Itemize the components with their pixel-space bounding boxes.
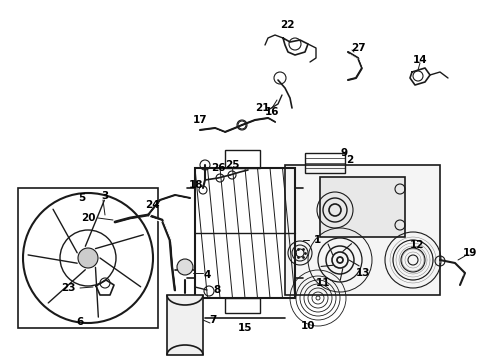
Text: 21: 21 xyxy=(255,103,269,113)
Text: 3: 3 xyxy=(101,191,109,201)
Text: 19: 19 xyxy=(463,248,477,258)
Bar xyxy=(18,188,158,328)
Bar xyxy=(320,177,405,237)
Text: 22: 22 xyxy=(280,20,294,30)
Bar xyxy=(285,165,440,295)
Text: 1: 1 xyxy=(314,234,320,244)
Text: 14: 14 xyxy=(413,55,427,65)
Text: 2: 2 xyxy=(346,155,354,165)
Text: 10: 10 xyxy=(301,321,315,331)
Text: 12: 12 xyxy=(410,240,424,250)
Bar xyxy=(305,153,345,173)
Bar xyxy=(167,295,203,355)
Text: 13: 13 xyxy=(356,268,370,278)
Circle shape xyxy=(177,259,193,275)
Text: 20: 20 xyxy=(81,213,95,223)
Text: 8: 8 xyxy=(213,285,220,295)
Text: 4: 4 xyxy=(203,270,211,280)
Text: 18: 18 xyxy=(189,180,203,190)
Text: 17: 17 xyxy=(193,115,207,125)
Bar xyxy=(195,168,295,298)
Text: 15: 15 xyxy=(238,323,252,333)
Text: 26: 26 xyxy=(211,163,225,173)
Circle shape xyxy=(78,248,98,268)
Text: 23: 23 xyxy=(61,283,75,293)
Text: 6: 6 xyxy=(76,317,84,327)
Text: 9: 9 xyxy=(341,148,347,158)
Text: 25: 25 xyxy=(225,160,239,170)
Text: 16: 16 xyxy=(265,107,279,117)
Text: 7: 7 xyxy=(209,315,217,325)
Bar xyxy=(225,298,260,313)
Bar xyxy=(225,150,260,168)
Text: 11: 11 xyxy=(316,278,330,288)
Text: 27: 27 xyxy=(351,43,366,53)
Text: 5: 5 xyxy=(78,193,86,203)
Text: 24: 24 xyxy=(145,200,159,210)
